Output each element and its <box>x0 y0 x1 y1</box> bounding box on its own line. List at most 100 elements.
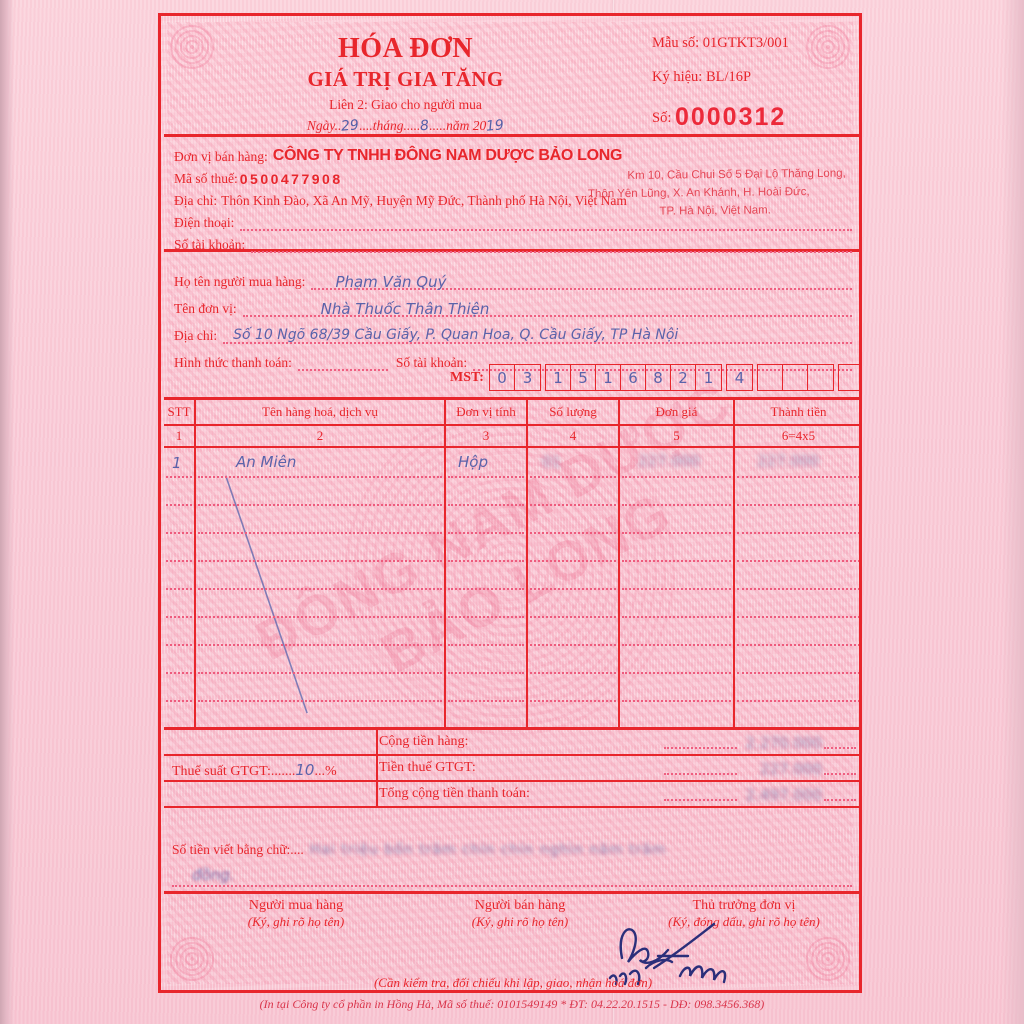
bottom-rule <box>158 990 862 993</box>
seller-signature-title: Người bán hàng <box>474 898 566 913</box>
totals-vertical-divider <box>376 730 378 808</box>
table-row-guideline <box>448 532 524 534</box>
mst-digit[interactable] <box>839 365 859 390</box>
grand-total-value: 2.497.000 <box>745 786 822 804</box>
row-name-value: An Miên <box>236 453 297 471</box>
col-number-3: 3 <box>446 426 528 446</box>
table-row-guideline <box>198 532 442 534</box>
table-col-price[interactable]: 227.000 <box>620 448 735 727</box>
seller-account-field[interactable] <box>251 239 852 253</box>
row-stt-value: 1 <box>172 454 182 472</box>
table-row-guideline <box>737 532 859 534</box>
amount-in-words-underline <box>172 885 852 887</box>
table-row-guideline <box>198 672 442 674</box>
grand-total-dots <box>664 799 737 801</box>
mst-group-3: 4 <box>725 364 753 391</box>
seller-tax-label: Mã số thuế: <box>174 171 238 186</box>
table-row-guideline <box>530 672 616 674</box>
vat-amount-row: Tiền thuế GTGT: 227.000 <box>164 756 859 782</box>
mst-digit[interactable]: 4 <box>734 368 745 387</box>
signature-block-head: Thủ trưởng đơn vị (Ký, đóng dấu, ghi rõ … <box>626 898 859 930</box>
table-row-guideline <box>737 476 859 478</box>
col-number-1: 1 <box>164 426 196 446</box>
row-qty-value: 01 <box>542 453 562 471</box>
table-col-amount[interactable]: 227.000 <box>735 448 859 727</box>
mst-group-4 <box>756 364 834 391</box>
mst-digit[interactable]: 1 <box>546 365 571 390</box>
invoice-number-row: Số: 0000312 <box>652 103 852 132</box>
row-unit-value: Hộp <box>458 453 488 471</box>
buyer-payment-field[interactable] <box>297 357 388 371</box>
scan-edge-shadow-right <box>1002 0 1024 1024</box>
vat-rate-field[interactable]: Thuế suất GTGT:.......10...% <box>172 761 337 779</box>
table-row-guideline <box>622 476 731 478</box>
mst-digit[interactable]: 5 <box>571 365 596 390</box>
table-row-guideline <box>622 532 731 534</box>
mst-digit[interactable]: 1 <box>703 368 714 387</box>
buyer-tax-label: MST: <box>450 369 484 385</box>
mst-digit[interactable]: 1 <box>596 365 621 390</box>
vat-amount-value: 227.000 <box>759 760 822 778</box>
mst-digit[interactable]: 6 <box>621 365 646 390</box>
table-row-guideline <box>622 504 731 506</box>
buyer-company-label: Tên đơn vị: <box>174 301 237 316</box>
mst-digit[interactable] <box>808 365 833 390</box>
table-row-guideline <box>530 700 616 702</box>
mst-group-2: 1 5 1 6 8 2 1 <box>544 364 722 391</box>
date-month-value: 8 <box>419 117 430 135</box>
table-row-guideline <box>448 672 524 674</box>
table-row-guideline <box>448 588 524 590</box>
seller-account-label: Số tài khoản: <box>174 237 246 252</box>
seller-phone-row: Điện thoại: <box>174 209 852 231</box>
col-header-amount: Thành tiền <box>770 404 827 419</box>
mst-digit[interactable]: 3 <box>522 368 533 387</box>
table-header-row: STT Tên hàng hoá, dịch vụ Đơn vị tính Số… <box>164 400 859 426</box>
seller-name-value: CÔNG TY TNHH ĐÔNG NAM DƯỢC BẢO LONG <box>272 147 623 164</box>
mst-digit[interactable] <box>783 365 808 390</box>
subtotal-dots <box>664 747 737 749</box>
mst-digit[interactable]: 8 <box>646 365 671 390</box>
head-signature-title: Thủ trưởng đơn vị <box>692 898 796 913</box>
table-row-guideline <box>737 504 859 506</box>
amount-in-words-row: Số tiền viết bằng chữ: .... Hai triệu bố… <box>172 842 852 858</box>
mst-digit[interactable]: 0 <box>490 365 515 390</box>
col-number-5: 5 <box>620 426 735 446</box>
table-row-guideline <box>198 616 442 618</box>
table-col-stt[interactable]: 1 <box>164 448 196 727</box>
vat-rate-label: Thuế suất GTGT: <box>172 764 271 779</box>
table-row-guideline <box>622 700 731 702</box>
table-col-unit[interactable]: Hộp <box>446 448 528 727</box>
table-row-guideline <box>530 476 616 478</box>
invoice-date-line: Ngày..29....tháng.....8.....năm 2019 <box>306 117 505 135</box>
invoice-subtitle: GIÁ TRỊ GIA TĂNG <box>307 67 504 91</box>
mst-group-5 <box>837 364 859 391</box>
table-row-guideline <box>166 588 192 590</box>
invoice-number-label: Số: <box>652 110 672 126</box>
seller-phone-field[interactable] <box>240 217 852 231</box>
seller-account-row: Số tài khoản: <box>174 231 852 253</box>
buyer-tax-code: MST: 0 3 1 5 1 6 8 2 1 4 <box>450 364 859 391</box>
vat-rate-suffix: % <box>324 764 337 779</box>
table-row-guideline <box>448 644 524 646</box>
table-row-guideline <box>166 700 192 702</box>
buyer-signature-title: Người mua hàng <box>248 898 344 913</box>
table-row-guideline <box>737 588 859 590</box>
buyer-payment-label: Hình thức thanh toán: <box>174 355 292 370</box>
col-number-4: 4 <box>528 426 620 446</box>
table-body: 1 An Miên Hộp 01 227.000 <box>164 448 859 730</box>
mst-digit[interactable] <box>758 365 783 390</box>
seller-name-label: Đơn vị bán hàng: <box>174 149 268 164</box>
mst-digit[interactable]: 2 <box>671 365 696 390</box>
amount-in-words-value-line2: đồng. <box>192 866 235 884</box>
buyer-account-field[interactable] <box>473 357 852 371</box>
handwritten-signature-icon <box>608 922 727 986</box>
table-col-qty[interactable]: 01 <box>528 448 620 727</box>
table-row-guideline <box>166 532 192 534</box>
grand-total-dots-end <box>824 799 856 801</box>
seller-address-value: Thôn Kinh Đào, Xã An Mỹ, Huyện Mỹ Đức, T… <box>221 193 627 208</box>
buyer-payment-row: Hình thức thanh toán: Số tài khoản: <box>174 344 852 371</box>
table-row-guideline <box>737 644 859 646</box>
table-row-guideline <box>166 672 192 674</box>
table-col-name[interactable]: An Miên <box>196 448 446 727</box>
